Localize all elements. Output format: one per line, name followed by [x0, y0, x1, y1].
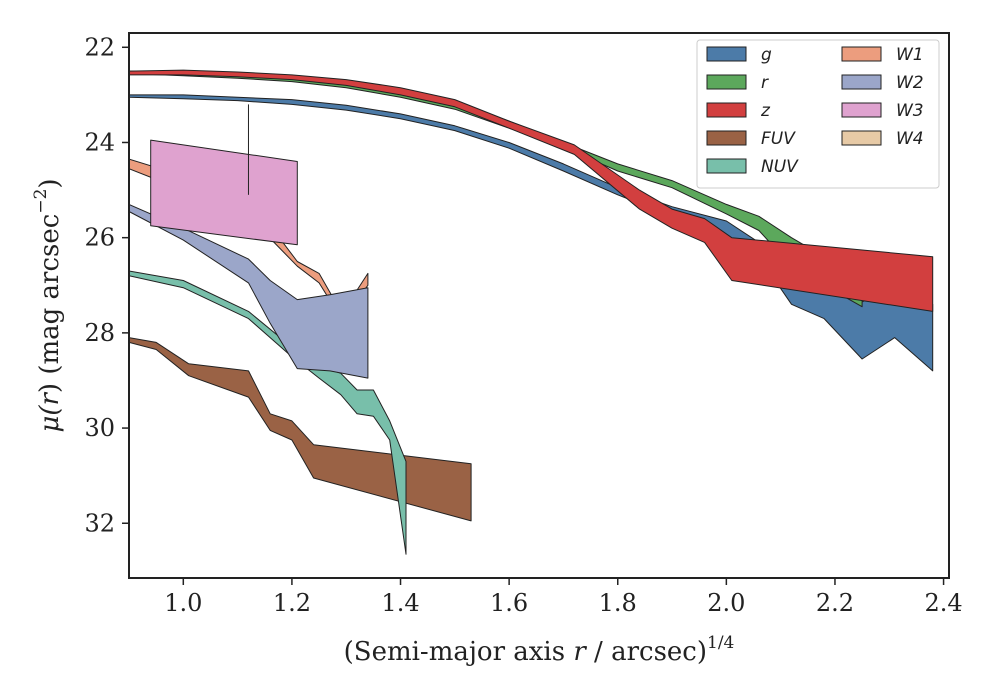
- legend-swatch-r: [706, 74, 747, 90]
- plot-frame: [128, 32, 950, 579]
- x-axis-label-superscript: 1/4: [707, 633, 734, 653]
- y-tick-label: 28: [84, 319, 115, 347]
- data-bands: [129, 69, 934, 555]
- legend-label-fuv: FUV: [761, 129, 796, 149]
- x-tick-label: 1.8: [599, 589, 637, 617]
- legend-label-z: z: [760, 101, 771, 121]
- band-w3: [150, 139, 298, 246]
- y-axis: 22 24 26 28 30 32: [84, 33, 129, 537]
- x-tick-label: 2.2: [816, 589, 854, 617]
- band-g: [129, 94, 934, 372]
- legend-label-w4: W4: [896, 129, 924, 149]
- x-tick-label: 1.4: [381, 589, 419, 617]
- legend-swatch-w3: [841, 102, 882, 118]
- x-axis-label-prefix: (Semi-major axis: [344, 637, 574, 667]
- y-axis-label-close: ): [35, 178, 65, 188]
- band-w2: [129, 203, 369, 379]
- legend-label-w3: W3: [896, 101, 924, 121]
- band-z: [129, 69, 934, 312]
- y-axis-label-var: r: [35, 392, 65, 406]
- y-axis-label-superscript: −2: [31, 189, 51, 214]
- band-fuv: [129, 337, 472, 522]
- x-axis-label: (Semi-major axis r / arcsec)1/4: [344, 633, 735, 667]
- legend-label-w1: W1: [896, 45, 924, 65]
- x-tick-label: 2.0: [707, 589, 745, 617]
- legend-swatch-nuv: [706, 158, 747, 174]
- legend-swatch-fuv: [706, 130, 747, 146]
- x-axis-label-var: r: [573, 637, 587, 667]
- y-axis-label-suffix: ) (mag arcsec: [35, 214, 65, 393]
- x-axis-label-suffix: / arcsec): [586, 637, 707, 667]
- legend-swatch-w4: [841, 130, 882, 146]
- y-axis-label-prefix: μ(: [35, 405, 65, 433]
- legend: grz FUV NUV W1 W2 W3 W4: [696, 39, 940, 189]
- legend-label-nuv: NUV: [761, 157, 799, 177]
- y-tick-label: 30: [84, 414, 115, 442]
- x-tick-label: 1.6: [490, 589, 528, 617]
- x-tick-label: 1.2: [273, 589, 311, 617]
- legend-swatch-w2: [841, 74, 882, 90]
- legend-swatch-z: [706, 102, 747, 118]
- legend-swatch-w1: [841, 46, 882, 62]
- y-axis-label: μ(r) (mag arcsec−2): [31, 178, 65, 432]
- y-tick-label: 22: [84, 33, 115, 61]
- legend-label-w2: W2: [896, 73, 924, 93]
- x-axis: 1.0 1.2 1.4 1.6 1.8 2.0 2.2 2.4: [164, 578, 963, 617]
- x-tick-label: 2.4: [924, 589, 962, 617]
- legend-swatch-g: [706, 46, 747, 62]
- legend-label-g: g: [761, 45, 772, 65]
- y-tick-label: 32: [84, 509, 115, 537]
- y-tick-label: 26: [84, 224, 115, 252]
- legend-label-r: r: [761, 73, 769, 93]
- x-tick-label: 1.0: [164, 589, 202, 617]
- y-tick-label: 24: [84, 128, 115, 156]
